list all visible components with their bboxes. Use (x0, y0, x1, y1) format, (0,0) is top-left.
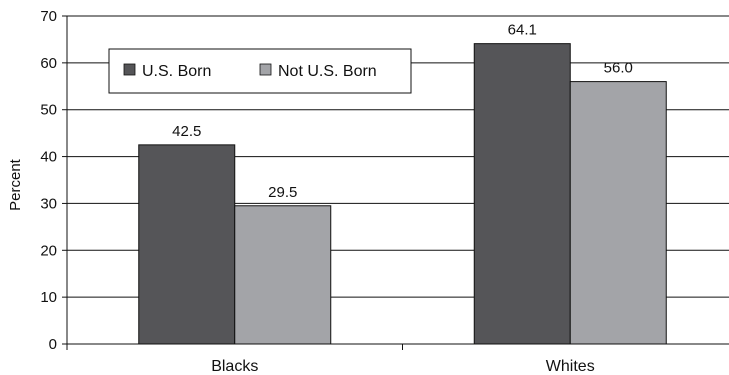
legend-label-us-born: U.S. Born (142, 63, 211, 80)
y-tick-label: 70 (40, 8, 57, 25)
y-tick-label: 10 (40, 289, 57, 306)
y-axis-label: Percent (7, 158, 24, 211)
data-label: 42.5 (172, 123, 201, 140)
data-label: 29.5 (268, 184, 297, 201)
y-tick-label: 40 (40, 149, 57, 166)
y-tick-label: 60 (40, 55, 57, 72)
y-tick-label: 50 (40, 102, 57, 119)
data-label: 64.1 (508, 22, 537, 39)
bars (138, 43, 667, 345)
data-label: 56.0 (604, 60, 633, 77)
legend: U.S. Born Not U.S. Born (108, 48, 412, 94)
labels: 0 10 20 30 40 50 60 70 42.5 29.5 Blacks 64.1 56.0 Whi… (40, 8, 633, 375)
bar-blacks-u-s-born (138, 144, 236, 345)
legend-swatch-us-born (123, 63, 136, 76)
y-tick-label: 30 (40, 195, 57, 212)
bar-whites-not-u-s-born (569, 81, 667, 345)
y-tick-label: 0 (49, 336, 57, 353)
x-tick-label: Whites (546, 358, 595, 375)
bar-whites-u-s-born (473, 43, 571, 345)
axes (62, 15, 729, 350)
legend-swatch-not-us-born (259, 63, 272, 76)
y-tick-label: 20 (40, 242, 57, 259)
x-tick-label: Blacks (211, 358, 258, 375)
legend-label-not-us-born: Not U.S. Born (278, 63, 377, 80)
bar-blacks-not-u-s-born (234, 205, 332, 345)
